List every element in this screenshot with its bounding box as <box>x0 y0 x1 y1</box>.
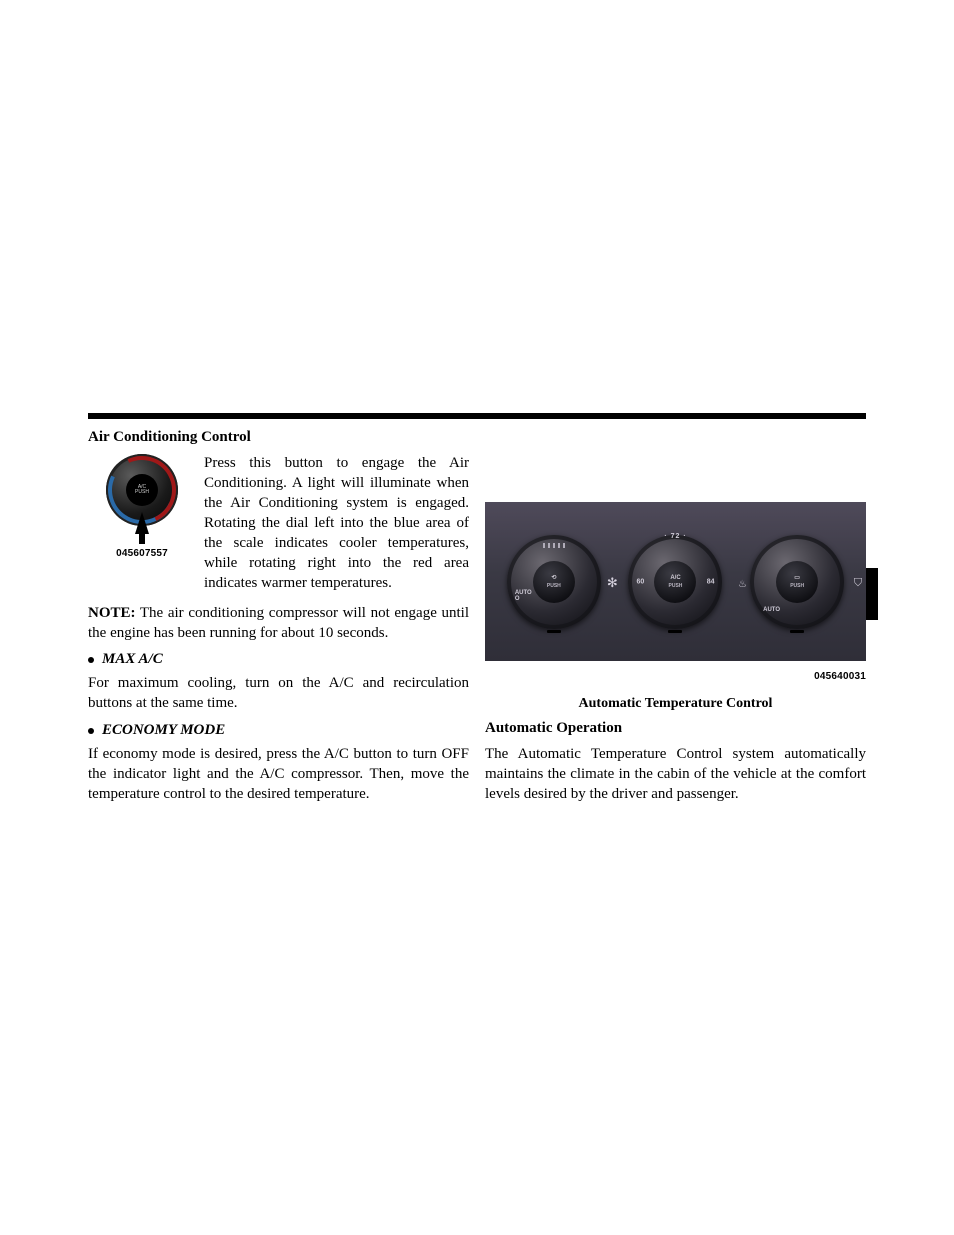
bullet-economy-mode: ECONOMY MODE <box>88 722 469 739</box>
defrost-right-icon: ⛉ <box>854 577 862 590</box>
bullet-icon <box>88 657 94 663</box>
figure-code: 045607557 <box>116 548 168 559</box>
atc-paragraph: The Automatic Temperature Control system… <box>485 745 866 805</box>
mid-knob-push-label: PUSH <box>669 583 683 589</box>
atc-right-knob-icon: ♨ AUTO ⛉ ▭ PUSH <box>750 535 844 629</box>
left-knob-recirculate-icon: ⟲ <box>551 574 556 581</box>
right-knob-rear-defrost-icon: ▭ <box>794 574 800 581</box>
right-knob-auto-label: AUTO <box>763 607 780 613</box>
two-column-layout: Air Conditioning Control A/C PUSH <box>88 429 866 813</box>
ac-dial-icon: A/C PUSH <box>106 454 178 526</box>
atc-middle-knob-icon: · 72 · 60 84 A/C PUSH <box>628 535 722 629</box>
right-column: AUTO O ✻ ⟲ PUSH · 72 · 60 84 <box>485 429 866 813</box>
atc-panel-photo: AUTO O ✻ ⟲ PUSH · 72 · 60 84 <box>485 502 866 661</box>
note-paragraph: NOTE: The air conditioning compressor wi… <box>88 604 469 644</box>
ac-dial-figure: A/C PUSH 045607557 <box>88 454 196 594</box>
page-edge-tab <box>866 568 878 620</box>
mid-knob-ac-label: A/C <box>670 575 680 581</box>
atc-left-knob-icon: AUTO O ✻ ⟲ PUSH <box>507 535 601 629</box>
note-label: NOTE: <box>88 605 136 621</box>
left-column: Air Conditioning Control A/C PUSH <box>88 429 469 813</box>
mid-knob-right-num: 84 <box>707 578 715 585</box>
left-knob-o-label: O <box>515 596 532 602</box>
left-knob-auto-label: AUTO <box>515 590 532 596</box>
left-knob-push-label: PUSH <box>547 583 561 589</box>
photo-caption: Automatic Temperature Control <box>485 696 866 712</box>
snowflake-icon: ✻ <box>607 575 618 591</box>
seat-heat-left-icon: ♨ <box>738 579 747 590</box>
subsection-heading: Automatic Operation <box>485 720 866 737</box>
right-knob-push-label: PUSH <box>790 583 804 589</box>
economy-mode-paragraph: If economy mode is desired, press the A/… <box>88 745 469 805</box>
icon-paragraph-block: A/C PUSH 045607557 Press this button to … <box>88 454 469 594</box>
section-heading: Air Conditioning Control <box>88 429 469 446</box>
photo-code: 045640031 <box>485 671 866 682</box>
page-content: Air Conditioning Control A/C PUSH <box>88 413 866 813</box>
bullet-max-ac: MAX A/C <box>88 651 469 668</box>
max-ac-paragraph: For maximum cooling, turn on the A/C and… <box>88 674 469 714</box>
note-body: The air conditioning compressor will not… <box>88 605 469 641</box>
horizontal-rule <box>88 413 866 419</box>
mid-knob-top-label: · 72 · <box>664 533 686 540</box>
bullet-label: MAX A/C <box>102 651 163 668</box>
bullet-icon <box>88 728 94 734</box>
mid-knob-left-num: 60 <box>636 578 644 585</box>
dial-label-push: PUSH <box>135 490 149 495</box>
icon-paragraph-text: Press this button to engage the Air Cond… <box>204 454 469 594</box>
bullet-label: ECONOMY MODE <box>102 722 225 739</box>
